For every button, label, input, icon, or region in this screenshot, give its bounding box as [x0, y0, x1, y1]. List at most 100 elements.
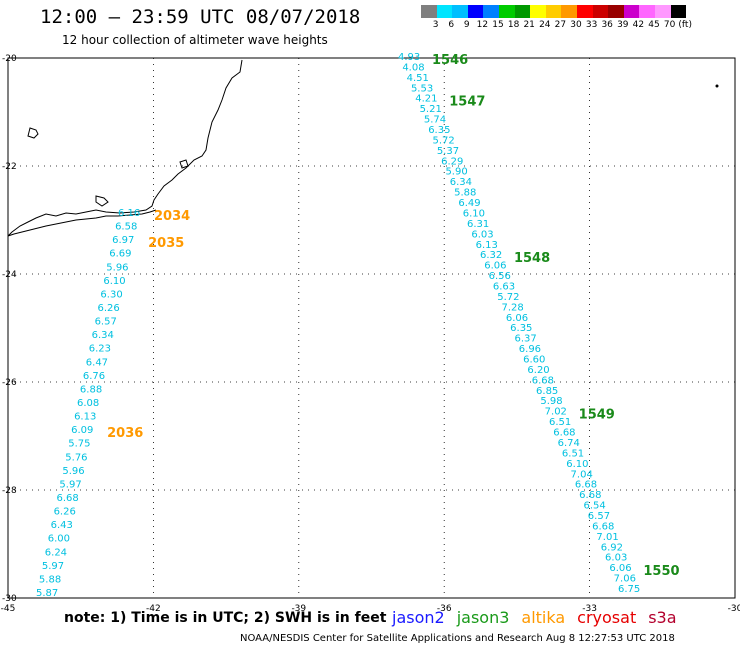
longitude-tick-label: -33 [582, 604, 597, 614]
wave-height-value: 6.08 [77, 398, 99, 409]
longitude-tick-label: -39 [291, 604, 306, 614]
wave-height-value: 5.97 [59, 479, 81, 490]
legend-label: 42 [632, 20, 645, 30]
wave-height-value: 5.53 [411, 83, 433, 94]
wave-height-value: 6.34 [92, 330, 114, 341]
wave-height-value: 5.88 [39, 574, 61, 585]
wave-height-value: 6.97 [112, 235, 134, 246]
legend-swatch [498, 5, 515, 18]
wave-height-value: 7.06 [614, 574, 636, 585]
legend-swatch [670, 5, 687, 18]
lagoon-path [27, 127, 39, 139]
wave-height-value: 5.74 [424, 115, 446, 126]
legend-swatch [654, 5, 671, 18]
wave-height-value: 6.56 [489, 271, 511, 282]
wave-height-value: 6.43 [51, 520, 73, 531]
legend-swatch [576, 5, 593, 18]
wave-height-value: 5.75 [68, 439, 90, 450]
wave-height-value: 6.26 [54, 507, 76, 518]
wave-height-value: 6.10 [463, 208, 485, 219]
wave-height-value: 6.00 [48, 534, 70, 545]
altika-track: 6.16 6.58 6.97 6.69 5.96 6.10 6.30 6.26 6.57 6.34… [36, 208, 190, 599]
legend-swatch [608, 5, 624, 18]
latitude-tick-label: -20 [2, 54, 17, 64]
wave-height-value: 6.35 [510, 323, 532, 334]
wave-height-value: 5.96 [62, 466, 84, 477]
legend-label: 9 [463, 20, 470, 30]
wave-height-value: 6.68 [553, 428, 575, 439]
pass-time-label: 2035 [148, 236, 184, 251]
satellite-name-jason2: jason2 [392, 608, 445, 627]
pass-time-label: 1547 [449, 95, 485, 110]
legend-label: (ft) [678, 20, 692, 30]
legend-label: 36 [601, 20, 613, 30]
legend-swatch [592, 5, 609, 18]
pass-time-label: 1550 [643, 564, 679, 579]
wave-height-value: 5.96 [106, 262, 128, 273]
wave-height-value: 6.68 [592, 521, 614, 532]
wave-height-value: 6.60 [523, 355, 545, 366]
legend-label: 39 [617, 20, 629, 30]
legend-label: 15 [492, 20, 504, 30]
jason3-track: 4.934.084.515.534.215.215.746.355.725.37… [398, 52, 680, 595]
pass-time-label: 1549 [579, 408, 615, 423]
wave-height-value: 6.85 [536, 386, 558, 397]
credit-line: NOAA/NESDIS Center for Satellite Applica… [240, 633, 675, 644]
wave-height-value: 5.72 [497, 292, 519, 303]
wave-height-value: 6.37 [514, 334, 536, 345]
wave-height-value: 6.03 [605, 553, 627, 564]
legend-label: 70 [663, 20, 676, 30]
latitude-tick-label: -24 [2, 270, 17, 280]
wave-height-value: 6.68 [57, 493, 79, 504]
latitude-tick-label: -22 [2, 162, 17, 172]
longitude-tick-label: -30 [728, 604, 740, 614]
wave-height-value: 6.75 [618, 584, 640, 595]
latitude-tick-label: -28 [2, 486, 17, 496]
wave-height-value: 6.32 [480, 250, 502, 261]
wave-height-value: 7.02 [545, 407, 567, 418]
map-grid [7, 57, 736, 599]
pass-time-label: 1548 [514, 251, 550, 266]
legend-label: 12 [476, 20, 489, 30]
wave-height-value: 6.63 [493, 281, 515, 292]
wave-height-value: 6.06 [506, 313, 528, 324]
satellite-name-s3a: s3a [648, 608, 677, 627]
wave-height-value: 5.90 [445, 167, 467, 178]
wave-height-value: 6.68 [532, 375, 554, 386]
satellite-name-jason3: jason3 [456, 608, 510, 627]
wave-height-value: 7.28 [502, 302, 524, 313]
legend-label: 24 [539, 20, 551, 30]
satellite-legend: jason2 jason3 altika cryosat s3a [392, 608, 689, 627]
legend-swatch [623, 5, 640, 18]
wave-height-value: 6.57 [588, 511, 610, 522]
latitude-tick-label: -26 [2, 378, 17, 388]
legend-label: 3 [432, 20, 439, 30]
wave-height-value: 6.13 [476, 240, 498, 251]
wave-height-value: 6.58 [115, 222, 137, 233]
wave-height-value: 6.47 [86, 357, 108, 368]
wave-height-value: 5.88 [454, 188, 476, 199]
legend-swatch [561, 5, 577, 18]
legend-label: 18 [507, 20, 520, 30]
wave-height-value: 6.54 [583, 501, 605, 512]
map-subtitle: 12 hour collection of altimeter wave hei… [62, 33, 328, 47]
wave-height-value: 7.04 [571, 469, 593, 480]
legend-swatch [530, 5, 546, 18]
wave-height-value: 6.06 [609, 563, 631, 574]
map-title: 12:00 – 23:59 UTC 08/07/2018 [40, 6, 361, 28]
wave-height-value: 6.92 [601, 542, 623, 553]
wave-height-value: 4.21 [415, 94, 437, 105]
longitude-tick-label: -36 [437, 604, 452, 614]
wave-height-value: 5.37 [437, 146, 459, 157]
wave-height-value: 5.97 [42, 561, 64, 572]
wave-height-value: 6.74 [558, 438, 580, 449]
legend-swatches [421, 5, 687, 18]
legend-swatch [639, 5, 655, 18]
pass-time-label: 2036 [107, 426, 143, 441]
wave-height-value: 6.68 [579, 490, 601, 501]
coastline [7, 59, 719, 237]
wave-height-value: 6.06 [484, 261, 506, 272]
wave-height-value: 5.76 [65, 452, 87, 463]
wave-height-value: 4.93 [398, 52, 420, 63]
